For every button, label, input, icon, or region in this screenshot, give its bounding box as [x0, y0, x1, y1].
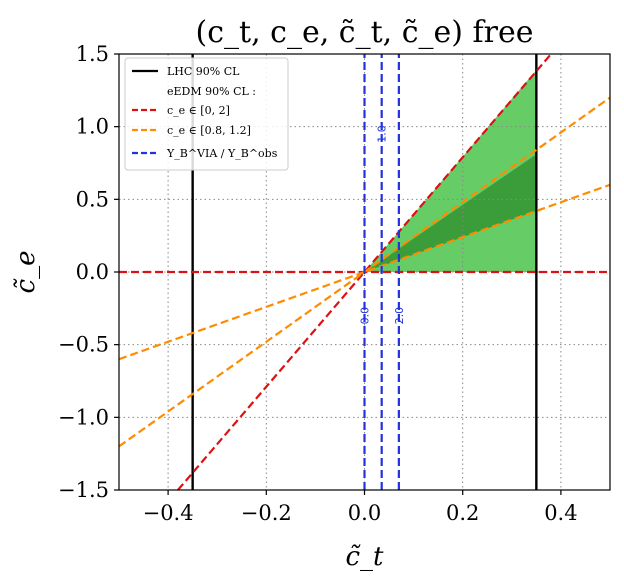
- legend-box: [124, 57, 289, 171]
- y-tick-label-1: −1.0: [58, 405, 109, 429]
- legend-label-2: c_e ∈ [0, 2]: [167, 104, 230, 117]
- y-tick-label-5: 1.0: [76, 115, 109, 139]
- x-tick-label-3: 0.2: [446, 501, 479, 525]
- y-tick-label-4: 0.5: [76, 187, 109, 211]
- legend-label-3: c_e ∈ [0.8, 1.2]: [167, 124, 251, 137]
- contour-label-1: 1.0: [376, 125, 389, 143]
- x-tick-label-1: −0.2: [241, 501, 292, 525]
- legend-label-0: LHC 90% CL: [167, 65, 240, 78]
- x-tick-label-2: 0.0: [348, 501, 381, 525]
- x-tick-label-4: 0.4: [544, 501, 577, 525]
- y-tick-label-0: −1.5: [58, 478, 109, 502]
- y-tick-label-2: −0.5: [58, 333, 109, 357]
- x-axis-label: c̃_t: [345, 542, 384, 572]
- y-axis-label: c̃_e: [11, 251, 41, 294]
- x-tick-label-0: −0.4: [143, 501, 194, 525]
- contour-label-0: 0.0: [359, 307, 372, 325]
- legend-label-4: Y_B^VIA / Y_B^obs: [166, 147, 278, 160]
- series-line-5: [119, 183, 610, 361]
- chart-title: (c_t, c_e, c̃_t, c̃_e) free: [196, 15, 534, 50]
- y-tick-label-6: 1.5: [76, 42, 109, 66]
- contour-label-2: 2.0: [393, 307, 406, 325]
- y-tick-label-3: 0.0: [76, 260, 109, 284]
- legend-label-1: eEDM 90% CL :: [167, 85, 256, 98]
- fill-region-1: [366, 154, 537, 272]
